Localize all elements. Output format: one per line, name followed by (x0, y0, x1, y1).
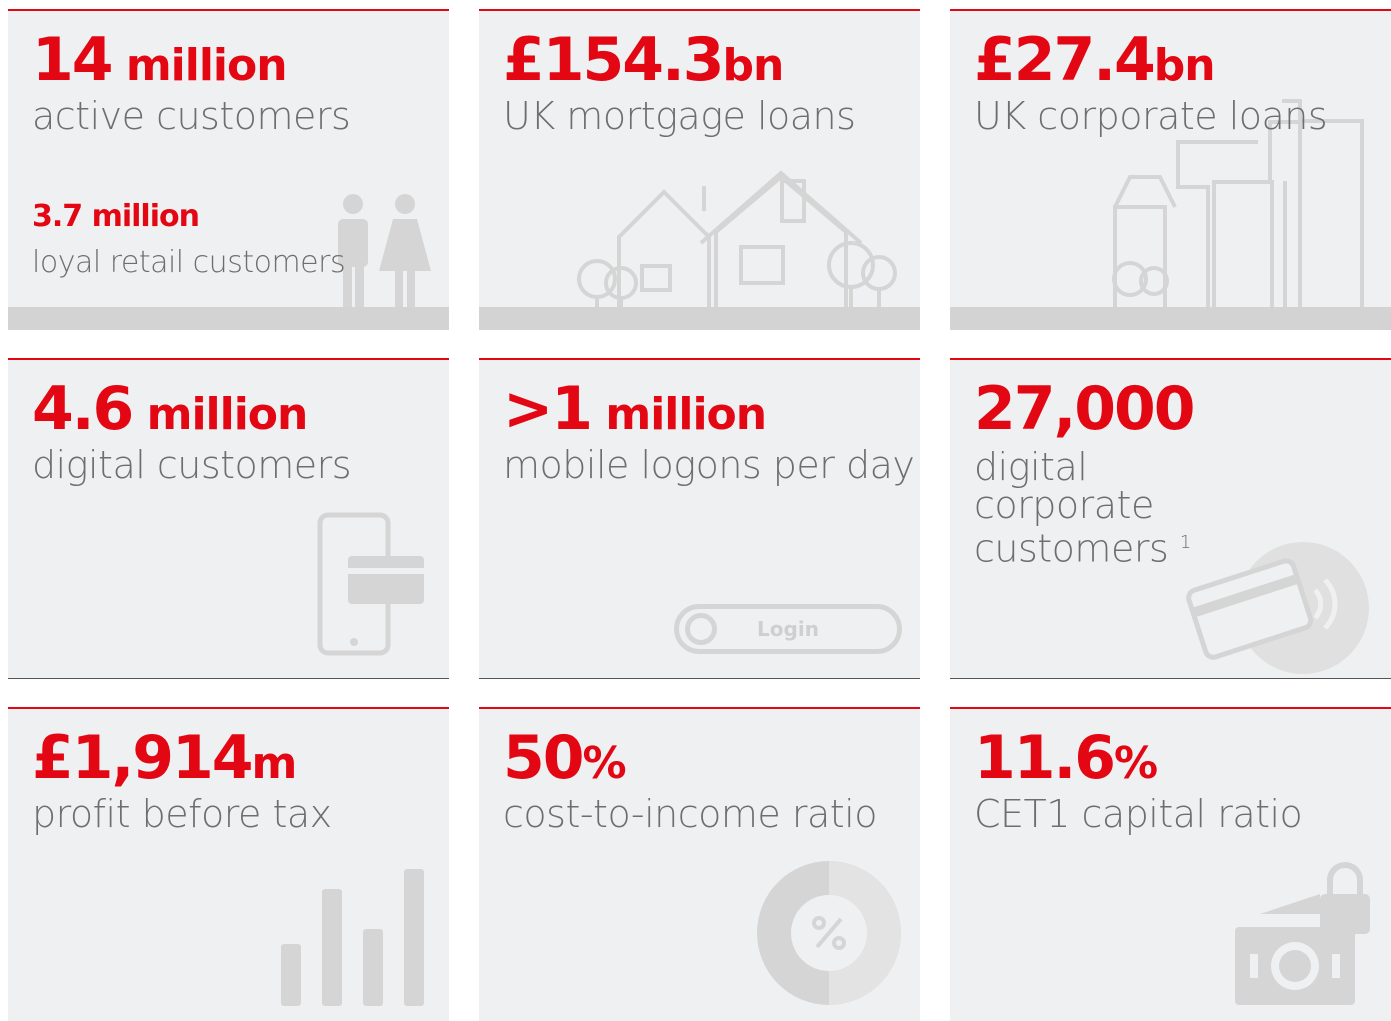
value: >1 (503, 374, 593, 444)
unit: % (1114, 738, 1158, 789)
tile: £154.3bn UK mortgage loans (479, 9, 920, 330)
label: profit before tax (32, 792, 332, 836)
divider (950, 678, 1391, 679)
value: 4.6 (32, 374, 134, 444)
value: 11.6 (974, 723, 1116, 793)
button-label: Login (757, 617, 819, 641)
value: £1,914 (32, 723, 254, 793)
bars-icon (281, 869, 424, 1006)
divider (479, 678, 920, 679)
houses-icon (577, 170, 897, 307)
label: CET1 capital ratio (974, 792, 1303, 836)
buildings-icon (1112, 99, 1364, 307)
label: digital corporate customers (974, 445, 1169, 571)
unit: bn (722, 40, 785, 91)
divider (8, 678, 449, 679)
tile: £1,914m profit before tax (8, 707, 449, 1021)
contactless-icon (1186, 542, 1369, 674)
unit: million (132, 389, 309, 440)
value: £27.4 (974, 25, 1156, 95)
label: UK mortgage loans (503, 94, 856, 138)
tile: 14 million active customers 3.7 million … (8, 9, 449, 330)
tile: >1 million mobile logons per day Login (479, 358, 920, 679)
phone-icon (317, 512, 424, 656)
sub-value: 3.7 million (32, 199, 200, 234)
unit: m (251, 738, 298, 789)
value: 27,000 (974, 374, 1196, 444)
people-icon (338, 194, 431, 307)
label: mobile logons per day (503, 443, 915, 487)
tile: 4.6 million digital customers (8, 358, 449, 679)
tile: 50% cost-to-income ratio (479, 707, 920, 1021)
ground (8, 307, 449, 330)
unit: million (591, 389, 767, 440)
label: digital customers (32, 443, 352, 487)
tile: 11.6% CET1 capital ratio (950, 707, 1391, 1021)
tile: £27.4bn UK corporate loans (950, 9, 1391, 330)
unit: million (111, 40, 288, 91)
donut-icon (757, 861, 901, 1005)
value: 14 (32, 25, 113, 95)
label-wrap: digital corporate customers 1 (974, 448, 1274, 568)
tile: 27,000 digital corporate customers 1 (950, 358, 1391, 679)
ground (950, 307, 1391, 330)
cash-lock-icon (1235, 862, 1370, 1005)
value: 50 (503, 723, 584, 793)
label: cost-to-income ratio (503, 792, 878, 836)
value: £154.3 (503, 25, 725, 95)
footnote: 1 (1179, 532, 1191, 553)
label: UK corporate loans (974, 94, 1328, 138)
sub-label: loyal retail customers (32, 245, 346, 280)
unit: % (582, 738, 627, 789)
login-icon: Login (674, 604, 902, 654)
ground (479, 307, 920, 330)
unit: bn (1153, 40, 1216, 91)
label: active customers (32, 94, 351, 138)
